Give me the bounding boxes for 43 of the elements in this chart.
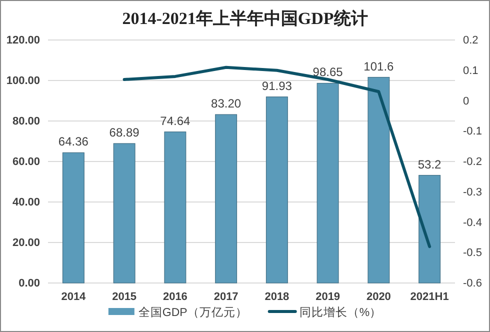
data-label: 98.65 — [312, 65, 344, 80]
bar — [316, 82, 339, 284]
y-tick-label: 0.00 — [18, 278, 40, 290]
y2-tick-label: 0.1 — [463, 64, 478, 77]
x-tick-label: 2017 — [214, 290, 238, 303]
chart-title: 2014-2021年上半年中国GDP统计 — [122, 9, 368, 28]
x-tick-label: 2016 — [162, 290, 188, 303]
data-label: 74.64 — [160, 114, 191, 128]
bar — [113, 143, 136, 284]
bar — [368, 76, 390, 284]
y2-tick-label: 0.2 — [463, 34, 478, 47]
legend-label: 同比增长（%） — [299, 306, 382, 319]
data-label: 83.20 — [211, 96, 242, 111]
data-label: 91.93 — [262, 78, 292, 93]
x-tick-label: 2014 — [61, 290, 87, 303]
bar — [215, 114, 238, 284]
y2-tick-label: -0.1 — [463, 126, 482, 138]
y-tick-label: 40.00 — [12, 196, 40, 209]
bar — [418, 174, 441, 284]
legend-label: 全国GDP（万亿元） — [138, 306, 248, 319]
y2-tick-label: -0.4 — [463, 216, 482, 229]
y-tick-label: 120.00 — [6, 34, 40, 47]
x-tick-label: 2015 — [112, 290, 137, 303]
y-tick-label: 60.00 — [12, 156, 40, 168]
data-label: 68.89 — [109, 126, 140, 140]
x-tick-label: 2020 — [366, 290, 391, 303]
x-tick-label: 2021H1 — [410, 290, 449, 303]
bar — [62, 152, 84, 284]
y-tick-label: 80.00 — [12, 116, 40, 128]
y-tick-label: 20.00 — [12, 237, 40, 250]
bar — [164, 132, 186, 284]
data-label: 64.36 — [58, 134, 89, 149]
data-label: 53.2 — [418, 157, 442, 172]
y2-tick-label: -0.6 — [463, 278, 482, 290]
bar — [266, 96, 288, 284]
y2-tick-label: -0.3 — [463, 186, 482, 198]
data-label: 101.6 — [364, 59, 394, 74]
y-tick-label: 100.00 — [6, 75, 40, 88]
y2-tick-label: -0.2 — [463, 156, 482, 168]
y2-tick-label: -0.5 — [463, 247, 482, 260]
x-tick-label: 2018 — [264, 290, 290, 303]
x-tick-label: 2019 — [316, 290, 340, 303]
y2-tick-label: 0 — [463, 95, 470, 108]
